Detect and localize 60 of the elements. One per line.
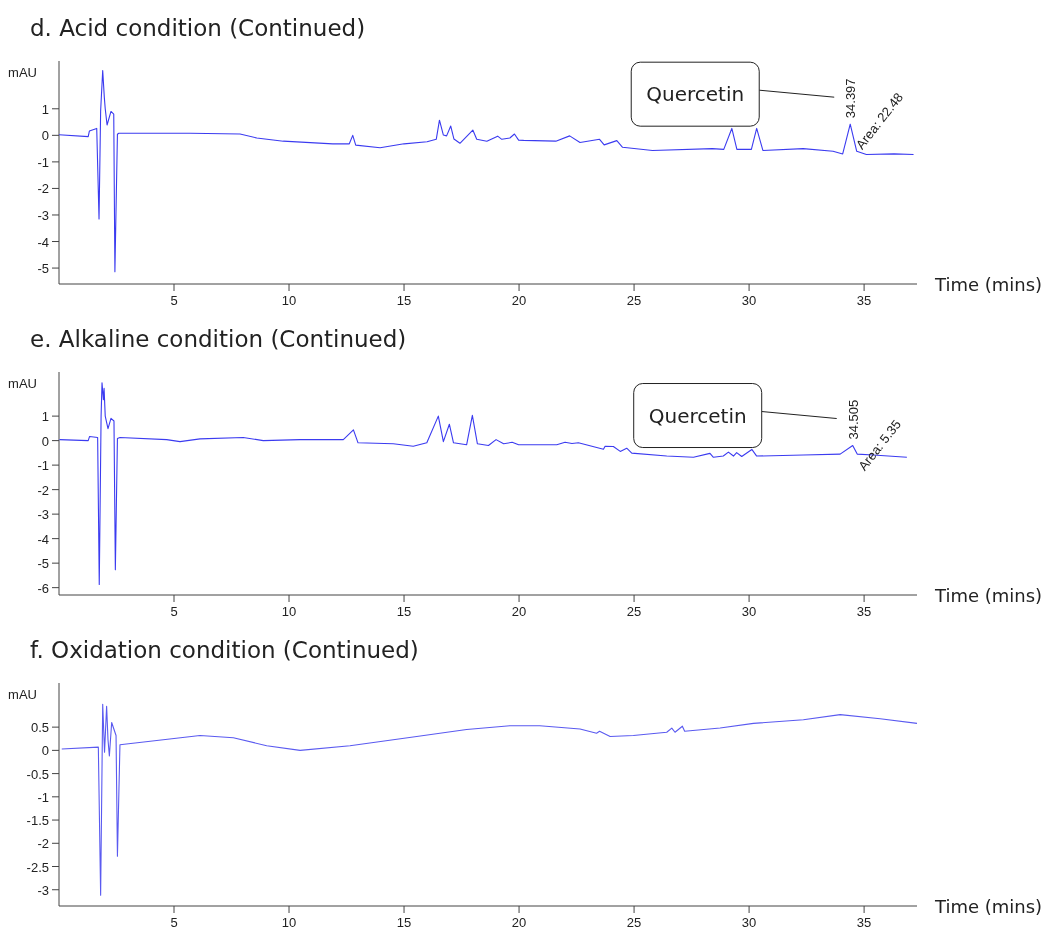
x-tick-label: 10 (281, 604, 297, 619)
x-tick-label: 15 (396, 604, 412, 619)
y-tick-label: -2 (37, 836, 49, 852)
y-tick-label: 1 (41, 409, 49, 425)
y-tick-label: 0 (41, 128, 49, 144)
x-tick-label: 30 (741, 293, 757, 308)
x-axis-title: Time (mins) (934, 585, 1043, 606)
y-tick-label: -1 (37, 789, 49, 805)
x-axis-title: Time (mins) (934, 896, 1043, 917)
chart-title: e. Alkaline condition (Continued) (30, 326, 407, 352)
y-tick-label: -3 (37, 207, 49, 223)
y-tick-label: 0 (41, 743, 49, 759)
chart-title: f. Oxidation condition (Continued) (30, 637, 419, 663)
y-tick-label: -2 (37, 181, 49, 197)
annotation: 34.397 (843, 78, 859, 119)
x-tick-label: 25 (626, 915, 642, 930)
y-tick-label: -5 (37, 261, 49, 277)
y-tick-label: -3 (37, 882, 49, 898)
y-tick-label: -3 (37, 507, 49, 523)
y-axis-title: mAU (8, 65, 37, 80)
x-tick-label: 25 (626, 293, 642, 308)
line-series (58, 382, 908, 586)
y-tick-label: -6 (37, 580, 49, 596)
y-tick-label: -4 (37, 234, 49, 250)
x-tick-label: 20 (511, 293, 527, 308)
y-tick-label: 0.5 (30, 720, 49, 736)
y-tick-label: -0.5 (26, 766, 49, 782)
annotation: Quercetin (646, 82, 745, 107)
line-series (61, 703, 918, 896)
chart-title: d. Acid condition (Continued) (30, 15, 366, 41)
y-tick-label: 1 (41, 101, 49, 117)
y-axis-title: mAU (8, 687, 37, 702)
y-tick-label: -5 (37, 556, 49, 572)
y-tick-label: 0 (41, 433, 49, 449)
x-axis-title: Time (mins) (934, 274, 1043, 295)
x-tick-label: 5 (170, 915, 178, 930)
y-axis-title: mAU (8, 376, 37, 391)
x-tick-label: 5 (170, 604, 178, 619)
y-tick-label: -1.5 (26, 813, 49, 829)
x-tick-label: 25 (626, 604, 642, 619)
x-tick-label: 30 (741, 915, 757, 930)
annotation: Quercetin (648, 403, 747, 428)
line-series (58, 70, 915, 273)
y-tick-label: -4 (37, 531, 49, 547)
x-tick-label: 35 (856, 915, 872, 930)
x-tick-label: 35 (856, 293, 872, 308)
y-tick-label: -1 (37, 458, 49, 474)
x-tick-label: 20 (511, 915, 527, 930)
annotation: 34.505 (845, 399, 861, 440)
y-tick-label: -2 (37, 482, 49, 498)
x-tick-label: 5 (170, 293, 178, 308)
x-tick-label: 15 (396, 915, 412, 930)
x-tick-label: 30 (741, 604, 757, 619)
y-tick-label: -2.5 (26, 859, 49, 875)
x-tick-label: 35 (856, 604, 872, 619)
x-tick-label: 20 (511, 604, 527, 619)
x-tick-label: 10 (281, 915, 297, 930)
x-tick-label: 15 (396, 293, 412, 308)
x-tick-label: 10 (281, 293, 297, 308)
y-tick-label: -1 (37, 154, 49, 170)
